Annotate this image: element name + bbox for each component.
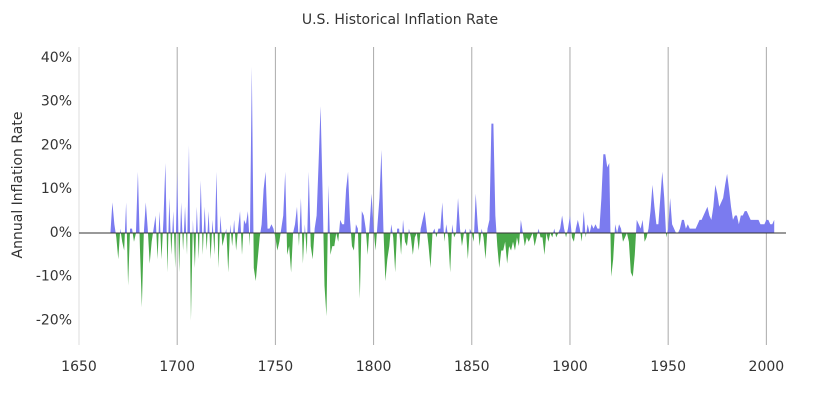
y-axis-label: Annual Inflation Rate xyxy=(10,112,26,259)
chart-title: U.S. Historical Inflation Rate xyxy=(302,12,498,28)
x-tick-label: 2000 xyxy=(749,359,785,375)
x-tick-label: 1800 xyxy=(356,359,392,375)
y-tick-label: -10% xyxy=(36,269,72,285)
y-tick-label: 0% xyxy=(50,225,72,241)
area-positive xyxy=(110,66,775,233)
x-tick-label: 1950 xyxy=(650,359,686,375)
x-tick-label: 1750 xyxy=(258,359,294,375)
x-tick-label: 1650 xyxy=(61,359,97,375)
y-tick-label: 40% xyxy=(41,50,72,66)
y-tick-label: 20% xyxy=(41,137,72,153)
x-tick-label: 1900 xyxy=(552,359,588,375)
x-tick-label: 1700 xyxy=(159,359,195,375)
y-tick-label: -20% xyxy=(36,312,72,328)
x-tick-label: 1850 xyxy=(454,359,490,375)
y-tick-label: 30% xyxy=(41,94,72,110)
area-negative xyxy=(110,232,775,321)
y-tick-label: 10% xyxy=(41,181,72,197)
